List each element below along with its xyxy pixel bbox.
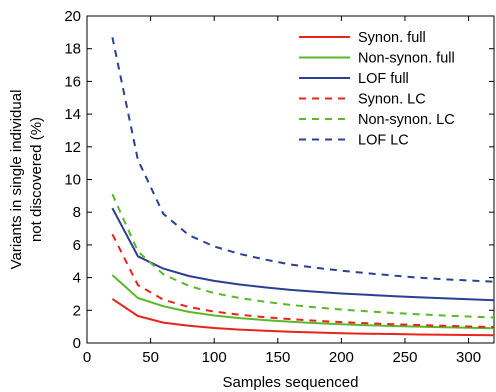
y-tick-label: 14	[64, 106, 81, 123]
y-axis-label-line-2: not discovered (%)	[28, 117, 45, 242]
y-tick-label: 18	[64, 41, 81, 58]
series-line-non-synon-lc	[111, 193, 495, 319]
x-tick-label: 0	[83, 349, 91, 366]
x-tick-label: 150	[265, 349, 290, 366]
legend-label: Synon. full	[358, 30, 426, 46]
y-tick-label: 2	[73, 302, 81, 319]
y-tick-label: 0	[73, 335, 81, 352]
series-line-synon-lc	[111, 233, 495, 328]
legend-label: LOF LC	[358, 133, 409, 149]
y-tick-label: 20	[64, 8, 81, 25]
x-tick-label: 100	[202, 349, 227, 366]
series-line-non-synon-full	[111, 274, 495, 330]
y-axis-label-line-1: Variants in single individual	[8, 90, 25, 270]
x-tick-label: 50	[142, 349, 159, 366]
series-line-synon-full	[111, 298, 495, 337]
legend: Synon. full Non-synon. full LOF full Synon.…	[299, 30, 455, 149]
tick-layer: 0 50 100 150 200 250 300 0 2 4 6 8 10 12 14 16 18 20	[64, 8, 494, 366]
y-tick-label: 4	[73, 270, 81, 287]
series-layer	[111, 37, 495, 337]
y-tick-label: 16	[64, 73, 81, 90]
y-tick-label: 6	[73, 237, 81, 254]
x-tick-label: 250	[392, 349, 417, 366]
y-tick-label: 12	[64, 139, 81, 156]
plot-area	[86, 15, 495, 344]
x-tick-label: 200	[329, 349, 354, 366]
legend-label: LOF full	[358, 71, 409, 87]
x-axis-label: Samples sequenced	[223, 374, 359, 391]
legend-label: Non-synon. LC	[358, 112, 455, 128]
y-tick-label: 8	[73, 204, 81, 221]
y-tick-label: 10	[64, 172, 81, 189]
series-line-lof-lc	[111, 37, 495, 283]
legend-label: Synon. LC	[358, 92, 426, 108]
x-tick-label: 300	[456, 349, 481, 366]
series-line-lof-full	[111, 207, 495, 302]
legend-label: Non-synon. full	[358, 51, 455, 67]
